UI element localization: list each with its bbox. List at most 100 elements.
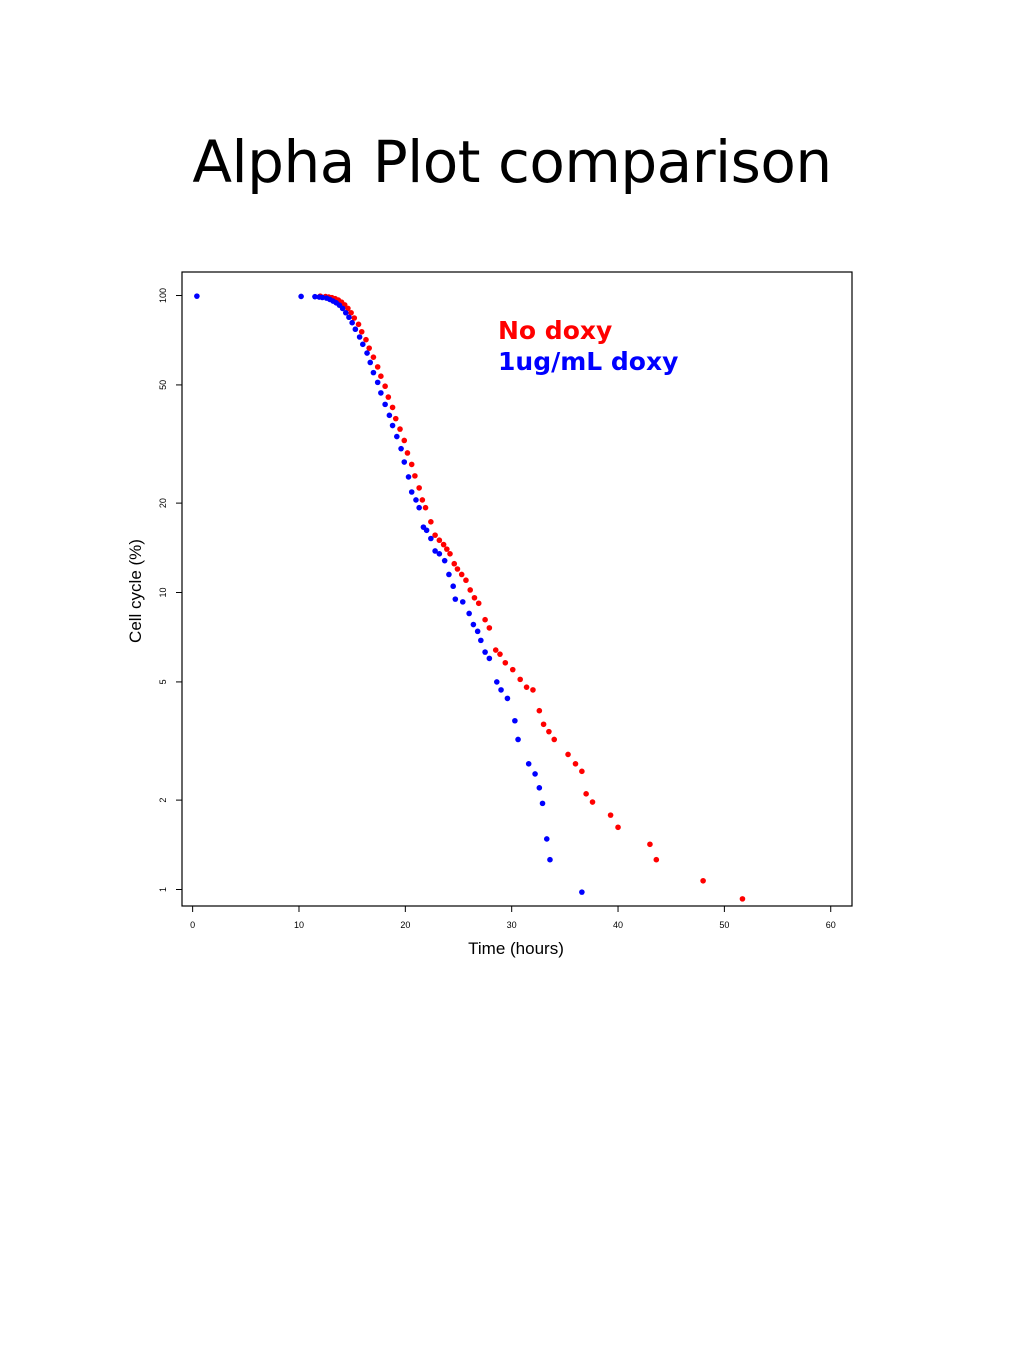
point-no-doxy	[447, 551, 453, 557]
point-no-doxy	[546, 728, 552, 735]
point-1ug-doxy	[364, 350, 370, 356]
x-tick-label: 30	[507, 920, 517, 930]
point-1ug-doxy	[398, 445, 404, 452]
point-no-doxy	[467, 587, 474, 593]
point-no-doxy	[358, 328, 365, 335]
point-no-doxy	[370, 354, 377, 360]
x-tick-label: 50	[719, 920, 729, 930]
point-no-doxy	[615, 824, 621, 831]
point-no-doxy	[412, 473, 418, 479]
point-1ug-doxy	[441, 557, 448, 564]
x-tick-label: 10	[294, 920, 304, 930]
point-no-doxy	[355, 321, 362, 328]
point-no-doxy	[607, 812, 614, 818]
y-axis-label: Cell cycle (%)	[126, 539, 145, 643]
y-tick-label: 50	[158, 380, 168, 390]
point-1ug-doxy	[339, 305, 346, 312]
point-no-doxy	[392, 415, 399, 422]
point-no-doxy	[471, 594, 478, 601]
point-1ug-doxy	[370, 369, 377, 376]
point-no-doxy	[416, 485, 422, 491]
point-no-doxy	[509, 666, 516, 673]
point-1ug-doxy	[532, 771, 538, 777]
y-axis: 1 2 5 10 20 50 100	[158, 288, 182, 892]
point-1ug-doxy	[459, 599, 466, 605]
point-1ug-doxy	[378, 390, 384, 396]
point-no-doxy	[497, 651, 503, 657]
x-tick-label: 60	[826, 920, 836, 930]
point-1ug-doxy	[579, 889, 585, 895]
point-1ug-doxy	[452, 596, 459, 602]
point-no-doxy	[653, 856, 660, 863]
point-1ug-doxy	[405, 474, 412, 480]
point-1ug-doxy	[470, 621, 477, 628]
point-1ug-doxy	[401, 459, 408, 465]
point-no-doxy	[382, 383, 388, 390]
point-1ug-doxy	[474, 628, 481, 635]
point-1ug-doxy	[413, 497, 419, 503]
point-no-doxy	[432, 532, 438, 538]
point-1ug-doxy	[346, 314, 352, 321]
point-1ug-doxy	[367, 359, 374, 366]
point-no-doxy	[436, 537, 443, 544]
y-tick-label: 10	[158, 588, 168, 598]
point-no-doxy	[647, 841, 653, 848]
point-no-doxy	[440, 541, 447, 548]
point-1ug-doxy	[356, 334, 363, 340]
point-no-doxy	[551, 736, 558, 743]
point-no-doxy	[451, 560, 458, 567]
legend-entry-1ug-doxy: 1ug/mL doxy	[498, 347, 678, 376]
point-no-doxy	[482, 616, 488, 623]
point-no-doxy	[389, 404, 396, 411]
point-no-doxy	[444, 546, 450, 552]
x-tick-label: 0	[190, 920, 195, 930]
point-1ug-doxy	[486, 655, 493, 662]
y-tick-label: 2	[158, 798, 168, 803]
point-1ug-doxy	[298, 293, 304, 300]
point-no-doxy	[366, 345, 372, 351]
point-1ug-doxy	[349, 319, 355, 326]
point-1ug-doxy	[408, 489, 415, 495]
point-1ug-doxy	[312, 293, 318, 300]
point-1ug-doxy	[446, 571, 452, 578]
y-tick-label: 5	[158, 679, 168, 684]
point-no-doxy	[348, 309, 354, 316]
point-no-doxy	[374, 364, 381, 370]
point-no-doxy	[422, 504, 429, 511]
point-1ug-doxy	[382, 401, 388, 408]
y-tick-label: 20	[158, 498, 168, 508]
point-no-doxy	[565, 751, 571, 758]
point-1ug-doxy	[478, 637, 484, 644]
point-no-doxy	[385, 394, 392, 400]
point-no-doxy	[401, 437, 408, 444]
plot-frame	[181, 271, 853, 907]
point-1ug-doxy	[394, 433, 400, 440]
point-no-doxy	[408, 461, 415, 468]
point-no-doxy	[572, 761, 579, 767]
point-1ug-doxy	[512, 717, 518, 724]
point-no-doxy	[428, 519, 434, 525]
point-1ug-doxy	[547, 856, 553, 863]
point-1ug-doxy	[482, 649, 488, 655]
point-1ug-doxy	[389, 422, 396, 429]
point-1ug-doxy	[374, 379, 381, 386]
point-no-doxy	[579, 768, 585, 775]
point-1ug-doxy	[515, 736, 521, 743]
point-no-doxy	[517, 676, 523, 683]
point-1ug-doxy	[359, 341, 366, 348]
x-tick-label: 20	[400, 920, 410, 930]
point-no-doxy	[739, 896, 746, 902]
point-1ug-doxy	[319, 294, 326, 301]
point-no-doxy	[351, 315, 358, 321]
point-1ug-doxy	[432, 548, 438, 554]
point-1ug-doxy	[504, 695, 511, 702]
point-1ug-doxy	[416, 504, 422, 511]
point-1ug-doxy	[543, 836, 550, 842]
point-no-doxy	[378, 373, 384, 379]
point-no-doxy	[363, 336, 369, 343]
point-no-doxy	[523, 684, 530, 690]
point-no-doxy	[530, 687, 536, 693]
point-no-doxy	[475, 600, 482, 607]
y-tick-label: 100	[158, 288, 168, 303]
